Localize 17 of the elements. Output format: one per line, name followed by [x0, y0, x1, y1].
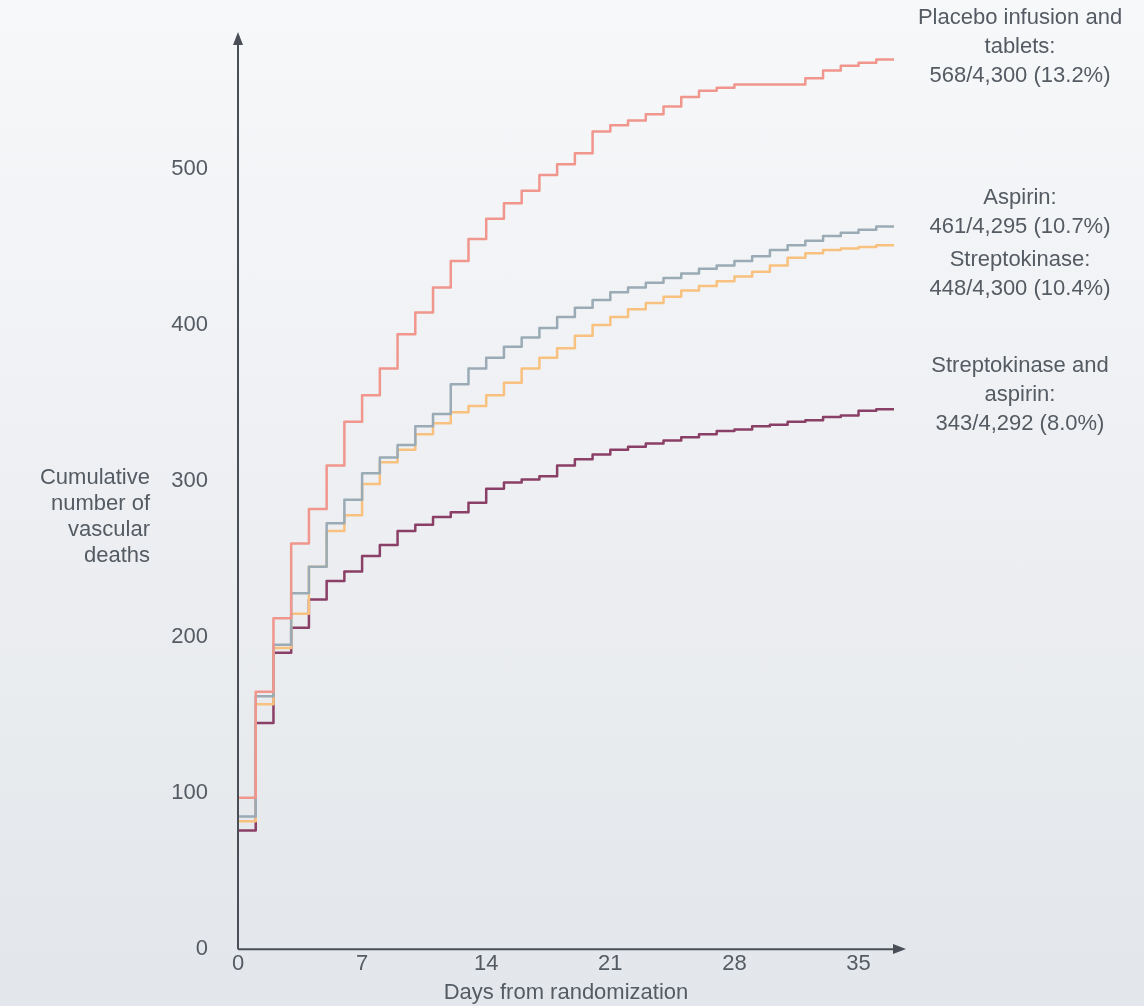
y-tick-label: 500: [171, 154, 208, 180]
series-label: Placebo infusion and tablets: 568/4,300 (13.2%): [917, 4, 1123, 88]
series-label: Aspirin: 461/4,295 (10.7%): [929, 183, 1111, 238]
x-tick-label: 14: [473, 950, 499, 976]
series-label: Streptokinase and aspirin: 343/4,292 (8.0%): [931, 351, 1109, 435]
y-axis-title: Cumulative number of vascular deaths: [39, 463, 151, 567]
x-tick-label: 28: [722, 950, 747, 976]
x-axis-title: Days from randomization: [443, 978, 689, 1004]
series-label: Streptokinase: 448/4,300 (10.4%): [929, 245, 1111, 300]
y-tick-label: 400: [171, 310, 208, 336]
x-tick-label: 7: [355, 950, 369, 976]
x-tick-label: 0: [231, 950, 245, 976]
y-tick-label: 300: [171, 467, 208, 493]
x-tick-label: 35: [846, 950, 871, 976]
y-tick-label: 200: [171, 623, 208, 649]
y-tick-label: 100: [171, 779, 208, 805]
x-tick-label: 21: [598, 950, 623, 976]
